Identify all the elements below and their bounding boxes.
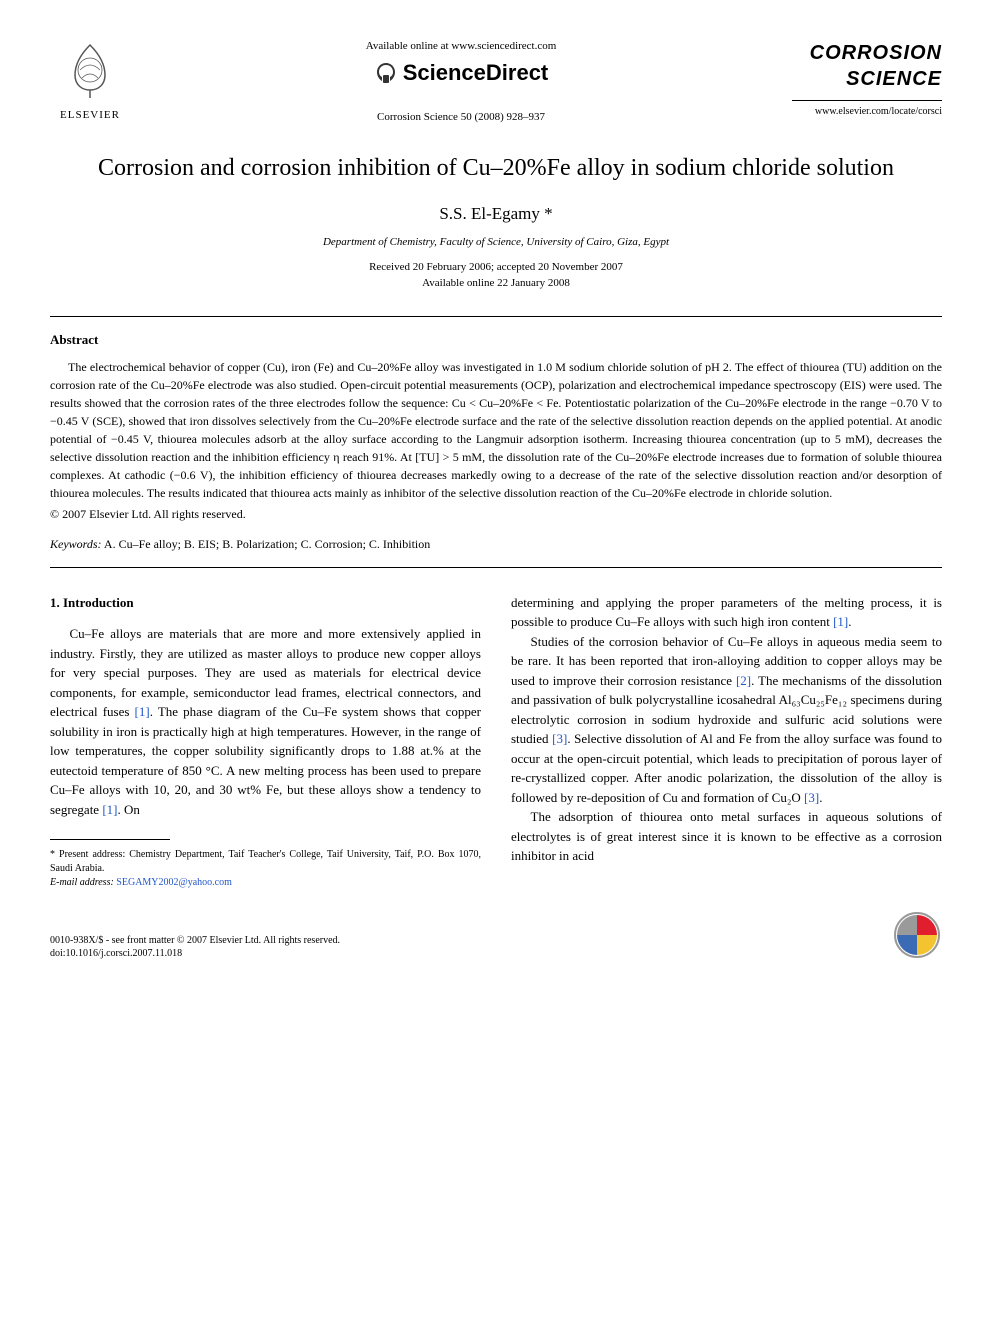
abstract-bottom-rule (50, 567, 942, 568)
journal-logo-block: CORROSION SCIENCE www.elsevier.com/locat… (792, 40, 942, 117)
footnote-separator (50, 839, 170, 840)
header-row: ELSEVIER Available online at www.science… (50, 40, 942, 123)
sciencedirect-logo: ScienceDirect (374, 60, 549, 86)
footnote-email-link[interactable]: SEGAMY2002@yahoo.com (116, 877, 232, 888)
keywords-line: Keywords: A. Cu–Fe alloy; B. EIS; B. Pol… (50, 537, 942, 552)
keywords-text: A. Cu–Fe alloy; B. EIS; B. Polarization;… (104, 537, 430, 551)
right-column: determining and applying the proper para… (511, 593, 942, 891)
journal-title: CORROSION SCIENCE (792, 40, 942, 92)
footnote-marker: * (50, 849, 55, 860)
footer-text: 0010-938X/$ - see front matter © 2007 El… (50, 934, 340, 960)
left-column: 1. Introduction Cu–Fe alloys are materia… (50, 593, 481, 891)
article-dates: Received 20 February 2006; accepted 20 N… (50, 260, 942, 291)
elsevier-logo: ELSEVIER (50, 40, 130, 121)
abstract-top-rule (50, 316, 942, 317)
article-title: Corrosion and corrosion inhibition of Cu… (50, 153, 942, 184)
intro-p2: Studies of the corrosion behavior of Cu–… (511, 632, 942, 808)
elsevier-tree-icon (60, 40, 120, 100)
sciencedirect-text: ScienceDirect (403, 60, 549, 86)
ref-link-1b[interactable]: [1] (102, 802, 117, 817)
publisher-name: ELSEVIER (50, 109, 130, 121)
intro-p1: Cu–Fe alloys are materials that are more… (50, 624, 481, 819)
ref-link-1c[interactable]: [1] (833, 614, 848, 629)
crossmark-icon[interactable] (892, 910, 942, 960)
abstract-copyright: © 2007 Elsevier Ltd. All rights reserved… (50, 507, 942, 522)
author-name: S.S. El-Egamy (439, 204, 540, 223)
author-line: S.S. El-Egamy * (50, 204, 942, 224)
footnote-address-label: Present address: (59, 849, 125, 860)
sciencedirect-icon (374, 61, 398, 85)
body-columns: 1. Introduction Cu–Fe alloys are materia… (50, 593, 942, 891)
received-date: Received 20 February 2006; accepted 20 N… (50, 260, 942, 275)
abstract-text: The electrochemical behavior of copper (… (50, 358, 942, 502)
journal-title-line2: SCIENCE (792, 66, 942, 92)
journal-citation: Corrosion Science 50 (2008) 928–937 (130, 111, 792, 123)
keywords-label: Keywords: (50, 537, 102, 551)
center-header: Available online at www.sciencedirect.co… (130, 40, 792, 123)
author-marker: * (544, 204, 553, 223)
intro-heading: 1. Introduction (50, 593, 481, 613)
affiliation: Department of Chemistry, Faculty of Scie… (50, 236, 942, 248)
ref-link-2[interactable]: [2] (736, 673, 751, 688)
available-date: Available online 22 January 2008 (50, 276, 942, 291)
footnote-email-label: E-mail address: (50, 877, 114, 888)
ref-link-3a[interactable]: [3] (552, 731, 567, 746)
footnote-address: * Present address: Chemistry Department,… (50, 848, 481, 876)
journal-url: www.elsevier.com/locate/corsci (792, 106, 942, 117)
journal-rule (792, 100, 942, 101)
footer-row: 0010-938X/$ - see front matter © 2007 El… (50, 910, 942, 960)
doi-line: doi:10.1016/j.corsci.2007.11.018 (50, 947, 340, 960)
footnote-email: E-mail address: SEGAMY2002@yahoo.com (50, 876, 481, 890)
ref-link-1a[interactable]: [1] (135, 704, 150, 719)
ref-link-3b[interactable]: [3] (804, 790, 819, 805)
journal-title-line1: CORROSION (792, 40, 942, 66)
available-online-text: Available online at www.sciencedirect.co… (130, 40, 792, 52)
intro-p3: The adsorption of thiourea onto metal su… (511, 807, 942, 866)
intro-p1-cont: determining and applying the proper para… (511, 593, 942, 632)
abstract-heading: Abstract (50, 332, 942, 348)
issn-line: 0010-938X/$ - see front matter © 2007 El… (50, 934, 340, 947)
